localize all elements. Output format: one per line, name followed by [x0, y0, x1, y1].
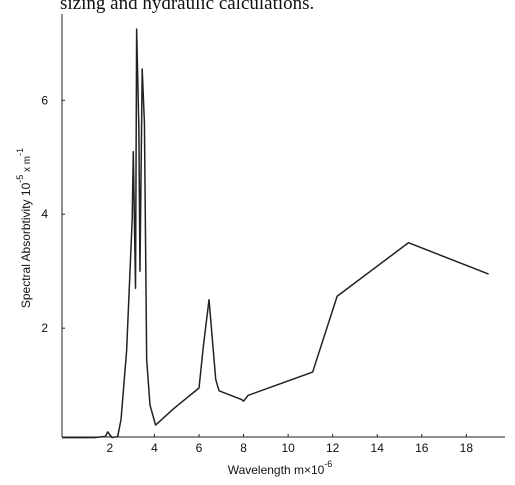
data-line [62, 28, 489, 439]
x-tick-label: 2 [107, 441, 114, 455]
x-label-sup: -6 [324, 459, 332, 469]
y-axis-label: Spectral Absorbtivity 10-5 x m-1 [15, 148, 33, 308]
x-tick-label: 18 [460, 441, 474, 455]
x-tick-label: 6 [196, 441, 203, 455]
x-axis-label: Wavelength m×10-6 [228, 459, 333, 477]
y-tick-label: 4 [41, 207, 48, 221]
y-tick-label: 2 [41, 321, 48, 335]
x-tick-label: 16 [415, 441, 429, 455]
x-tick-label: 14 [371, 441, 385, 455]
x-tick-label: 8 [240, 441, 247, 455]
y-label-sup2: -1 [15, 148, 25, 156]
y-label-sup: -5 [15, 175, 25, 183]
x-label-text: Wavelength m×10 [228, 463, 325, 477]
x-tick-label: 4 [151, 441, 158, 455]
context-text: sizing and hydraulic calculations. [60, 0, 314, 14]
y-label-text: Spectral Absorbtivity 10 [19, 182, 33, 308]
y-label-unit: x m [22, 156, 33, 175]
x-tick-label: 10 [281, 441, 295, 455]
x-tick-label: 12 [326, 441, 340, 455]
y-tick-label: 6 [41, 93, 48, 107]
